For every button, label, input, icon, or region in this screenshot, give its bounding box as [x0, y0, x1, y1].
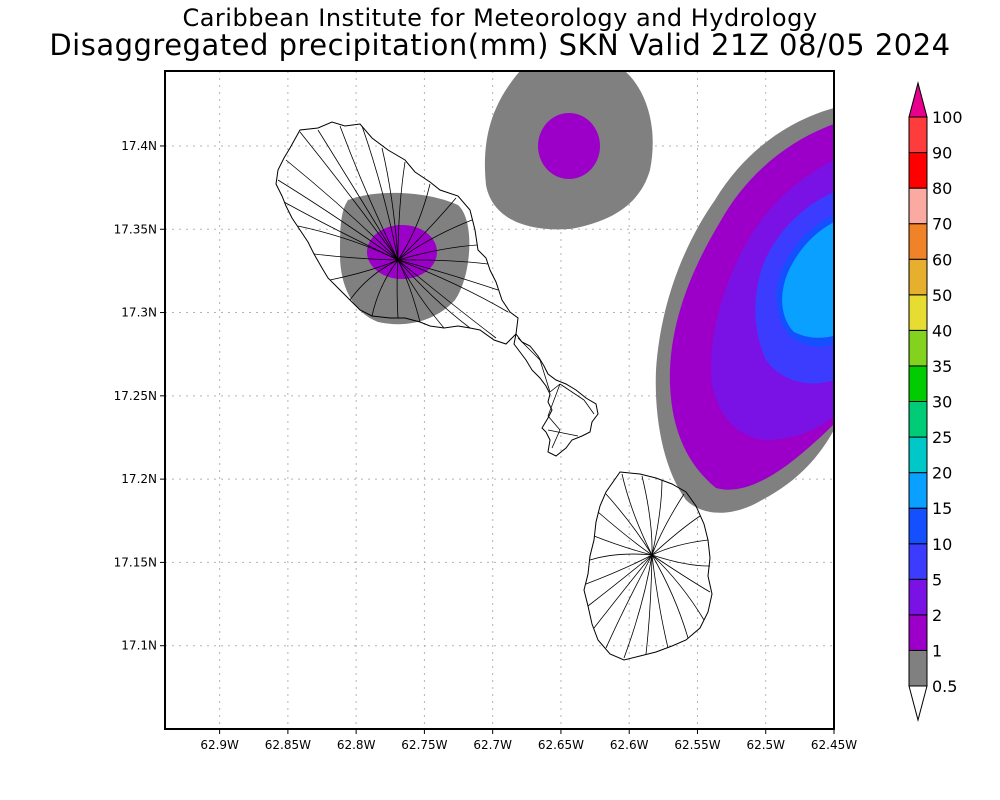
map-subtitle: Disaggregated precipitation(mm) SKN Vali… [49, 28, 951, 62]
x-tick-label: 62.7W [473, 738, 512, 752]
colorbar-swatch [908, 507, 928, 545]
precip-cell-stkitts-2mm [367, 225, 437, 279]
x-tick-label: 62.8W [337, 738, 376, 752]
colorbar-swatch [908, 649, 928, 687]
x-tick-label: 62.85W [265, 738, 311, 752]
colorbar-swatch [908, 578, 928, 616]
colorbar-swatch [908, 258, 928, 296]
y-tick-label: 17.4N [121, 139, 157, 153]
colorbar-label: 5 [932, 570, 942, 589]
island-nevis [583, 471, 713, 661]
colorbar-swatch [908, 365, 928, 402]
map-title: Caribbean Institute for Meteorology and … [182, 4, 818, 32]
x-tick-label: 62.6W [610, 738, 649, 752]
colorbar-label: 25 [932, 428, 952, 447]
y-tick-label: 17.25N [114, 389, 157, 403]
x-tick-label: 62.75W [401, 738, 447, 752]
island-outlines [275, 121, 713, 661]
colorbar-label: 70 [932, 215, 952, 234]
y-tick-label: 17.15N [114, 555, 157, 569]
colorbar-swatch [908, 436, 928, 474]
colorbar-swatch [908, 543, 928, 580]
colorbar-label: 80 [932, 179, 952, 198]
colorbar-label: 50 [932, 286, 952, 305]
precip-cell-north-2mm [538, 113, 600, 179]
colorbar-swatch [908, 401, 928, 438]
precipitation-layer [340, 71, 834, 513]
colorbar-swatch [908, 116, 928, 154]
colorbar-label: 35 [932, 357, 952, 376]
colorbar-swatch [908, 187, 928, 225]
x-tick-label: 62.55W [674, 738, 720, 752]
x-tick-label: 62.65W [538, 738, 584, 752]
y-tick-label: 17.35N [114, 222, 157, 236]
x-tick-label: 62.45W [811, 738, 857, 752]
colorbar-swatch [908, 294, 928, 331]
colorbar-swatch [908, 152, 928, 189]
colorbar-label: 0.5 [932, 677, 957, 696]
colorbar-swatch [908, 472, 928, 509]
drainage-network [277, 125, 711, 659]
colorbar-under-triangle [908, 685, 928, 722]
colorbar-swatch [908, 614, 928, 651]
x-axis-ticks: 62.9W 62.85W 62.8W 62.75W 62.7W 62.65W 62.6W 62… [200, 729, 857, 752]
x-tick-label: 62.5W [746, 738, 785, 752]
colorbar-label: 40 [932, 321, 952, 340]
colorbar-label: 60 [932, 250, 952, 269]
island-st-kitts [275, 121, 519, 345]
plot-frame [164, 70, 835, 730]
colorbar-label: 1 [932, 641, 942, 660]
y-tick-label: 17.1N [121, 639, 157, 653]
colorbar-over-triangle [908, 81, 928, 118]
colorbar-swatch [908, 223, 928, 260]
y-tick-label: 17.3N [121, 306, 157, 320]
colorbar-label: 10 [932, 535, 952, 554]
y-tick-label: 17.2N [121, 472, 157, 486]
y-axis-ticks: 17.4N 17.35N 17.3N 17.25N 17.2N 17.15N 17.1N [114, 139, 165, 653]
colorbar-label: 100 [932, 108, 963, 127]
x-tick-label: 62.9W [200, 738, 239, 752]
colorbar-label: 90 [932, 144, 952, 163]
colorbar-label: 30 [932, 393, 952, 412]
colorbar-label: 2 [932, 606, 942, 625]
island-st-kitts-peninsula [513, 332, 599, 457]
colorbar-label: 15 [932, 499, 952, 518]
colorbar-swatch [908, 329, 928, 367]
precip-band-east-20mm [782, 222, 834, 338]
colorbar-label: 20 [932, 464, 952, 483]
